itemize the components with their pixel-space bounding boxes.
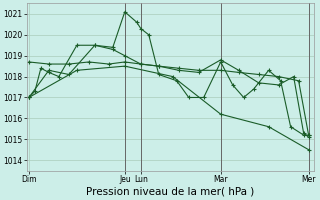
X-axis label: Pression niveau de la mer( hPa ): Pression niveau de la mer( hPa ) [86,187,254,197]
